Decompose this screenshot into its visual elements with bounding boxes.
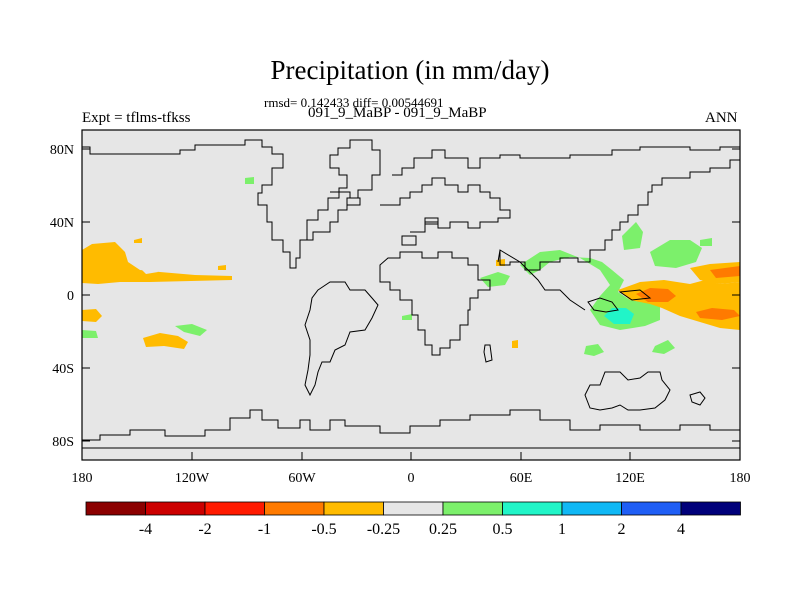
colorbar-box: [85, 501, 146, 516]
coastline: [618, 289, 652, 301]
anomaly-green: [175, 324, 207, 336]
coastline: [82, 409, 740, 441]
lon-label: 0: [408, 471, 415, 486]
colorbar-box: [264, 501, 325, 516]
colorbar-label: -4: [139, 521, 152, 538]
colorbar-label: -0.5: [311, 521, 336, 538]
coastline: [689, 391, 706, 406]
coastline: [401, 235, 417, 246]
coastline: [304, 281, 379, 397]
colorbar-box: [323, 501, 384, 516]
lon-ticks: [81, 452, 741, 460]
colorbar-label: -2: [198, 521, 211, 538]
experiment-label: Expt = tflms-tfkss: [82, 110, 191, 126]
anomaly-fields: [82, 177, 740, 356]
season-label: ANN: [705, 110, 738, 126]
stats-text: rmsd= 0.142433 diff= 0.00544691: [264, 95, 444, 110]
anomaly-orange: [82, 242, 232, 284]
colorbar-box: [561, 501, 622, 516]
anomaly-green: [584, 344, 604, 356]
anomaly-cyan: [604, 308, 634, 324]
lat-ticks: [82, 148, 740, 442]
colorbar-label: -0.25: [367, 521, 400, 538]
coastline: [499, 159, 740, 271]
coastline: [380, 177, 511, 233]
colorbar-labels: -4 -2 -1 -0.5 -0.25 0.25 0.5 1 2 4: [139, 521, 685, 538]
lon-label: 120E: [615, 471, 645, 486]
experiment-subtitle: 091_9_MaBP - 091_9_MaBP: [308, 105, 487, 121]
colorbar-box: [621, 501, 682, 516]
coastline: [392, 146, 740, 176]
colorbar-label: 2: [618, 521, 626, 538]
lat-label: 80N: [50, 143, 74, 158]
anomaly-green: [622, 222, 643, 250]
anomaly-orange: [134, 238, 142, 243]
lat-labels: 80N 40N 0 40S 80S: [50, 143, 74, 450]
lat-label: 0: [67, 289, 74, 304]
colorbar-box: [680, 501, 741, 516]
anomaly-green: [82, 330, 98, 338]
coastline: [497, 249, 586, 311]
anomaly-orange: [218, 265, 226, 270]
colorbar-box: [502, 501, 563, 516]
coastline: [379, 251, 491, 356]
lat-label: 80S: [52, 435, 74, 450]
anomaly-darkorange: [696, 308, 740, 320]
coastline: [587, 297, 619, 313]
lat-label: 40N: [50, 216, 74, 231]
colorbar-box: [145, 501, 206, 516]
colorbar-label: -1: [258, 521, 271, 538]
lon-labels: 180 120W 60W 0 60E 120E 180: [72, 471, 751, 486]
colorbar-label: 0.25: [429, 521, 457, 538]
colorbar-box: [442, 501, 503, 516]
coastlines: [82, 139, 740, 449]
colorbar-box: [383, 501, 444, 516]
anomaly-green: [480, 272, 510, 287]
anomaly-green: [652, 340, 675, 354]
coastline: [584, 371, 671, 411]
lon-label: 60E: [510, 471, 533, 486]
anomaly-orange: [143, 333, 188, 349]
coastline: [424, 217, 439, 225]
anomaly-green: [650, 240, 702, 268]
lon-label: 180: [72, 471, 93, 486]
anomaly-green: [402, 314, 412, 320]
anomaly-white-gap: [140, 266, 158, 274]
anomaly-orange: [512, 340, 518, 348]
anomaly-green: [700, 238, 712, 246]
anomaly-darkorange: [710, 266, 740, 278]
anomaly-orange: [82, 309, 102, 322]
lon-label: 120W: [175, 471, 210, 486]
colorbar: [85, 501, 741, 516]
lon-label: 180: [730, 471, 751, 486]
colorbar-label: 0.5: [493, 521, 513, 538]
coastline: [483, 344, 493, 363]
coastline: [82, 139, 381, 269]
colorbar-label: 4: [677, 521, 685, 538]
coastline: [330, 191, 361, 206]
colorbar-label: 1: [558, 521, 566, 538]
lon-label: 60W: [288, 471, 316, 486]
anomaly-green: [245, 177, 254, 184]
lat-label: 40S: [52, 362, 74, 377]
colorbar-box: [204, 501, 265, 516]
plot-title: Precipitation (in mm/day): [270, 55, 550, 85]
